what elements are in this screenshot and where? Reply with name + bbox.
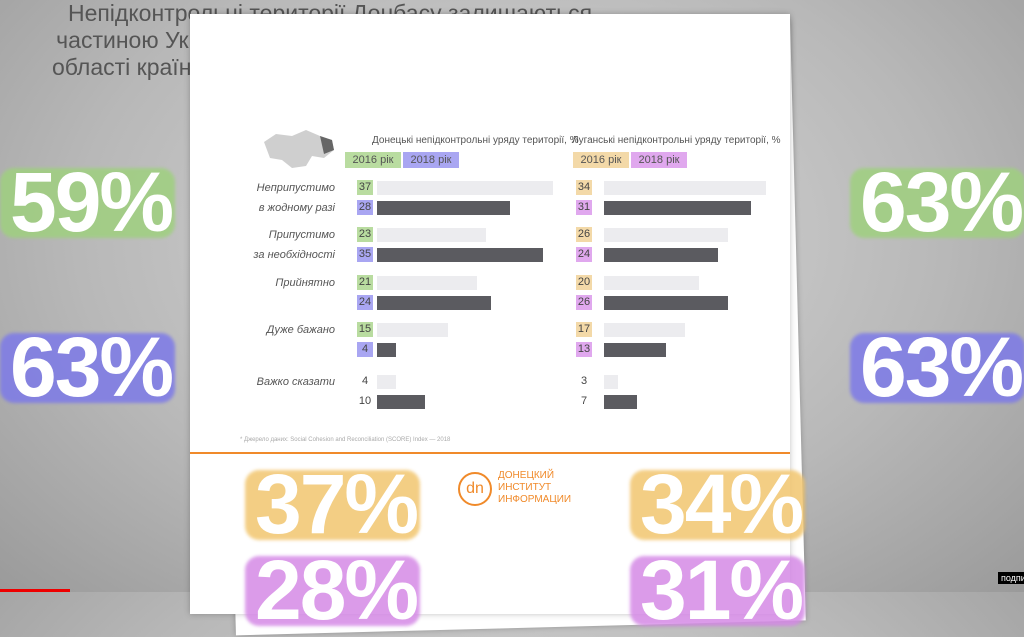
bar xyxy=(377,181,553,195)
value-label: 28 xyxy=(357,200,373,215)
bar xyxy=(377,375,396,389)
value-label: 24 xyxy=(357,295,373,310)
legend-item: 2018 рік xyxy=(403,152,459,168)
legend-item: 2016 рік xyxy=(573,152,629,168)
value-label: 34 xyxy=(576,180,592,195)
big-number: 63% xyxy=(10,320,174,414)
big-number: 63% xyxy=(860,155,1024,249)
big-number: 63% xyxy=(860,320,1024,414)
bar xyxy=(604,276,699,290)
bar xyxy=(377,296,491,310)
value-label: 17 xyxy=(576,322,592,337)
legend-item: 2018 рік xyxy=(631,152,687,168)
brush xyxy=(0,168,175,238)
category-label: Неприпустимо в жодному разі xyxy=(256,182,335,214)
category-label: Прийнятно xyxy=(275,277,335,289)
big-number: 28% xyxy=(255,543,419,637)
big-number: 31% xyxy=(640,543,804,637)
category-label: Дуже бажано xyxy=(266,324,335,336)
logo-mark: dn xyxy=(458,472,492,506)
value-label: 23 xyxy=(357,227,373,242)
brush xyxy=(850,333,1024,403)
value-label: 13 xyxy=(576,342,592,357)
bar xyxy=(604,228,728,242)
map-icon xyxy=(264,130,334,168)
bar xyxy=(604,323,685,337)
value-label: 20 xyxy=(576,275,592,290)
chart-subtitle: Луганські непідконтрольні уряду територі… xyxy=(572,135,781,146)
brush xyxy=(0,333,175,403)
bar xyxy=(604,296,728,310)
value-label: 24 xyxy=(576,247,592,262)
big-number: 59% xyxy=(10,155,174,249)
bar xyxy=(377,201,510,215)
bar xyxy=(377,323,449,337)
bar xyxy=(377,248,544,262)
bar xyxy=(377,228,487,242)
bar xyxy=(604,395,638,409)
brush xyxy=(245,470,420,540)
progress-bar xyxy=(0,589,70,592)
big-number: 34% xyxy=(640,457,804,551)
value-label: 37 xyxy=(357,180,373,195)
value-label: 15 xyxy=(357,322,373,337)
legend-item: 2016 рік xyxy=(345,152,401,168)
bar xyxy=(604,181,766,195)
logo-name: ДОНЕЦКИЙ ИНСТИТУТ ИНФОРМАЦИИ xyxy=(498,470,572,505)
big-number: 37% xyxy=(255,457,419,551)
divider xyxy=(190,452,790,454)
bar xyxy=(377,276,477,290)
bar xyxy=(604,201,752,215)
value-label: 31 xyxy=(576,200,592,215)
value-label: 10 xyxy=(358,395,372,407)
chart-subtitle: Донецькі непідконтрольні уряду території… xyxy=(372,135,579,146)
footnote: * Джерело даних: Social Cohesion and Rec… xyxy=(240,437,451,443)
value-label: 35 xyxy=(357,247,373,262)
bar xyxy=(377,395,425,409)
brush xyxy=(630,470,805,540)
value-label: 4 xyxy=(357,342,373,357)
value-label: 7 xyxy=(580,395,588,407)
brush xyxy=(850,168,1024,238)
overlay-text: подпи xyxy=(998,572,1024,584)
category-label: Важко сказати xyxy=(256,376,335,388)
bar xyxy=(604,343,666,357)
value-label: 21 xyxy=(357,275,373,290)
bar xyxy=(604,375,619,389)
bar xyxy=(377,343,396,357)
value-label: 26 xyxy=(576,227,592,242)
value-label: 3 xyxy=(580,375,588,387)
value-label: 4 xyxy=(361,375,369,387)
value-label: 26 xyxy=(576,295,592,310)
bar xyxy=(604,248,718,262)
category-label: Припустимо за необхідності xyxy=(253,229,335,261)
